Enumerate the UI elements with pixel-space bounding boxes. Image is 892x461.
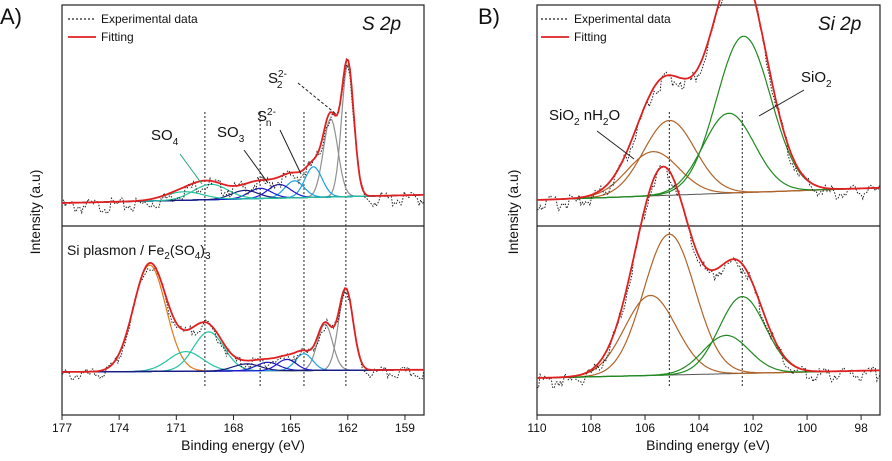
component-peak-bottom-1 — [62, 331, 424, 373]
annotation-si-plasmon: Si plasmon / Fe2(SO4)3 — [67, 242, 211, 262]
panel-b-title: Si 2p — [818, 14, 861, 35]
panel-a: A) 177 174 171 168 165 162 159 Experimental da… — [0, 4, 425, 453]
x-tick-label-1: 108 — [581, 421, 601, 435]
annotation-sio2-nh2o-arrow — [596, 130, 635, 160]
annotation-sio2: SiO2 — [801, 69, 832, 90]
component-peak-bottom-0 — [537, 294, 881, 379]
annotation-s2-arrow — [297, 82, 337, 115]
fitting-envelope-bottom — [62, 261, 424, 373]
annotation-s2: S2-2 — [268, 69, 287, 91]
annotation-sio2-arrow — [758, 89, 805, 117]
x-tick-label-6: 98 — [854, 421, 868, 435]
panel-b: B) 110 108 106 104 102 100 98 Experimental dat… — [478, 0, 881, 453]
panel-a-label: A) — [0, 4, 22, 29]
panel-b-frame — [536, 4, 881, 416]
experimental-data-top — [536, 0, 881, 212]
annotation-sio2-nh2o: SiO2 nH2O — [549, 107, 620, 128]
x-tick-label-0: 110 — [527, 421, 546, 435]
panel-b-xlabel: Binding energy (eV) — [646, 437, 770, 453]
component-peak-top-0 — [536, 150, 880, 201]
fitting-envelope-top — [62, 57, 425, 204]
x-tick-label-0: 177 — [52, 421, 72, 435]
x-tick-label-2: 171 — [166, 421, 186, 435]
component-peak-bottom-8 — [62, 363, 424, 373]
x-tick-label-4: 102 — [743, 421, 763, 435]
panel-a-frame — [61, 4, 425, 416]
panel-a-title: S 2p — [362, 14, 401, 35]
legend-b-experimental-label: Experimental data — [574, 12, 671, 26]
annotation-so4-arrow — [179, 153, 203, 185]
panel-a-ylabel: Intensity (a.u) — [27, 170, 43, 255]
fitting-envelope-bottom — [537, 165, 881, 379]
panel-b-ylabel: Intensity (a.u) — [505, 170, 521, 255]
annotation-sn: S2-n — [257, 107, 276, 129]
experimental-data-bottom — [536, 164, 881, 389]
legend-fitting-label: Fitting — [101, 30, 134, 44]
annotation-so3: SO3 — [217, 124, 245, 145]
component-peak-bottom-0 — [62, 264, 424, 373]
legend-b-fitting-label: Fitting — [574, 30, 607, 44]
panel-b-label: B) — [478, 4, 500, 29]
annotation-so3-arrow — [243, 149, 269, 184]
x-tick-label-1: 174 — [109, 421, 129, 435]
panel-a-xlabel: Binding energy (eV) — [181, 437, 305, 453]
component-peak-bottom-4 — [62, 323, 424, 373]
legend-experimental-label: Experimental data — [101, 12, 198, 26]
x-tick-label-3: 168 — [223, 421, 243, 435]
fitting-envelope-top — [536, 0, 880, 201]
x-tick-label-6: 159 — [395, 421, 415, 435]
annotation-so4: SO4 — [151, 127, 179, 148]
annotation-sn-arrow — [279, 129, 302, 175]
x-tick-label-3: 104 — [689, 421, 709, 435]
component-peak-bottom-1 — [537, 233, 881, 379]
x-tick-label-5: 162 — [338, 421, 358, 435]
component-peak-bottom-3 — [537, 295, 881, 379]
x-tick-label-2: 106 — [635, 421, 655, 435]
experimental-data-bottom — [61, 265, 425, 381]
x-tick-label-5: 100 — [797, 421, 817, 435]
x-tick-label-4: 165 — [281, 421, 301, 435]
